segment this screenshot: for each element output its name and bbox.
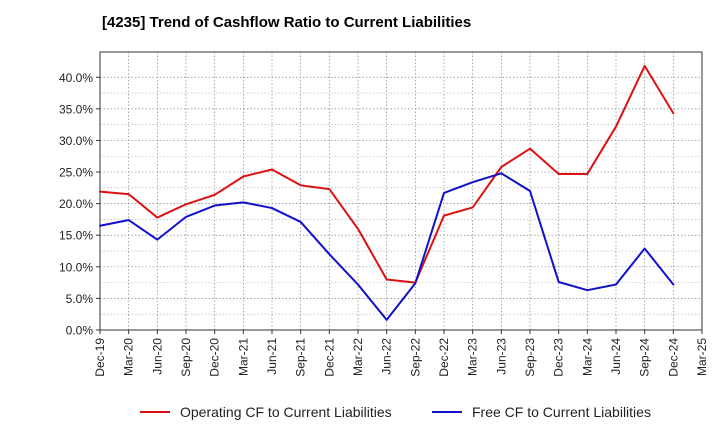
x-tick-label: Mar-23 (466, 338, 480, 376)
data-point-operating-cf (185, 203, 187, 205)
legend-label-operating-cf: Operating CF to Current Liabilities (180, 404, 392, 420)
y-tick-label: 15.0% (59, 229, 93, 243)
data-point-operating-cf (386, 278, 388, 280)
x-tick-label: Sep-22 (408, 338, 422, 377)
data-point-free-cf (99, 225, 101, 227)
data-point-operating-cf (586, 173, 588, 175)
x-tick-label: Dec-22 (437, 338, 451, 377)
data-point-operating-cf (128, 193, 130, 195)
y-tick-labels: 0.0% 5.0% 10.0% 15.0% 20.0% 25.0% 30.0% 35.0% 40… (59, 71, 93, 338)
legend-label-free-cf: Free CF to Current Liabilities (472, 404, 651, 420)
x-tick-label: Mar-20 (122, 338, 136, 376)
data-point-free-cf (443, 192, 445, 194)
data-point-operating-cf (615, 126, 617, 128)
data-point-free-cf (615, 284, 617, 286)
x-tick-label: Mar-25 (695, 338, 709, 376)
x-tick-label: Dec-24 (666, 338, 680, 377)
x-tick-label: Sep-23 (523, 338, 537, 377)
data-point-operating-cf (644, 65, 646, 67)
x-tick-label: Dec-19 (93, 338, 107, 377)
data-point-free-cf (156, 239, 158, 241)
data-point-free-cf (644, 247, 646, 249)
x-tick-label: Mar-24 (580, 338, 594, 376)
y-tick-label: 30.0% (59, 134, 93, 148)
x-tick-labels: Dec-19 Mar-20 Jun-20 Sep-20 Dec-20 Mar-21 Jun-… (93, 338, 709, 377)
data-point-free-cf (214, 205, 216, 207)
legend-swatch-operating-cf (140, 411, 170, 413)
series-line-free-cf (99, 172, 675, 321)
data-point-free-cf (271, 207, 273, 209)
x-tick-label: Mar-22 (351, 338, 365, 376)
series-lines (99, 64, 675, 321)
data-point-operating-cf (214, 194, 216, 196)
data-point-operating-cf (443, 215, 445, 217)
legend-item-operating-cf: Operating CF to Current Liabilities (140, 404, 392, 420)
x-tick-label: Jun-24 (609, 338, 623, 375)
data-point-free-cf (586, 289, 588, 291)
y-tick-label: 20.0% (59, 197, 93, 211)
y-tick-label: 10.0% (59, 260, 93, 274)
data-point-free-cf (414, 282, 416, 284)
series-line-operating-cf (99, 64, 675, 284)
x-tick-label: Jun-21 (265, 338, 279, 375)
x-tick-label: Jun-20 (150, 338, 164, 375)
data-point-operating-cf (99, 191, 101, 193)
data-point-free-cf (500, 172, 502, 174)
y-tick-label: 40.0% (59, 71, 93, 85)
x-tick-label: Sep-24 (638, 338, 652, 377)
data-point-free-cf (386, 319, 388, 321)
chart-title: [4235] Trend of Cashflow Ratio to Curren… (102, 14, 472, 31)
legend-item-free-cf: Free CF to Current Liabilities (432, 404, 651, 420)
x-tick-label: Dec-20 (208, 338, 222, 377)
legend-swatch-free-cf (432, 411, 462, 413)
y-tick-label: 35.0% (59, 102, 93, 116)
data-point-operating-cf (529, 148, 531, 150)
data-point-operating-cf (271, 169, 273, 171)
x-tick-label: Mar-21 (236, 338, 250, 376)
data-point-operating-cf (357, 228, 359, 230)
data-point-free-cf (300, 221, 302, 223)
data-point-operating-cf (500, 166, 502, 168)
x-tick-label: Sep-21 (294, 338, 308, 377)
data-point-free-cf (328, 253, 330, 255)
data-point-free-cf (128, 219, 130, 221)
x-tick-label: Jun-22 (380, 338, 394, 375)
data-point-operating-cf (242, 175, 244, 177)
data-point-free-cf (357, 284, 359, 286)
data-point-operating-cf (472, 206, 474, 208)
data-point-free-cf (529, 190, 531, 192)
data-point-free-cf (472, 181, 474, 183)
data-point-free-cf (185, 216, 187, 218)
x-tick-label: Sep-20 (179, 338, 193, 377)
x-tick-label: Dec-21 (322, 338, 336, 377)
grid-lines (99, 52, 703, 331)
data-point-free-cf (672, 284, 674, 286)
x-tick-label: Dec-23 (552, 338, 566, 377)
y-tick-label: 25.0% (59, 166, 93, 180)
y-tick-label: 5.0% (66, 292, 94, 306)
plot-area (100, 52, 702, 330)
data-point-operating-cf (672, 112, 674, 114)
data-point-operating-cf (300, 184, 302, 186)
x-tick-label: Jun-23 (494, 338, 508, 375)
data-point-operating-cf (156, 217, 158, 219)
data-point-operating-cf (328, 188, 330, 190)
data-point-operating-cf (558, 173, 560, 175)
data-point-free-cf (242, 201, 244, 203)
y-tick-label: 0.0% (66, 324, 94, 338)
data-point-free-cf (558, 281, 560, 283)
